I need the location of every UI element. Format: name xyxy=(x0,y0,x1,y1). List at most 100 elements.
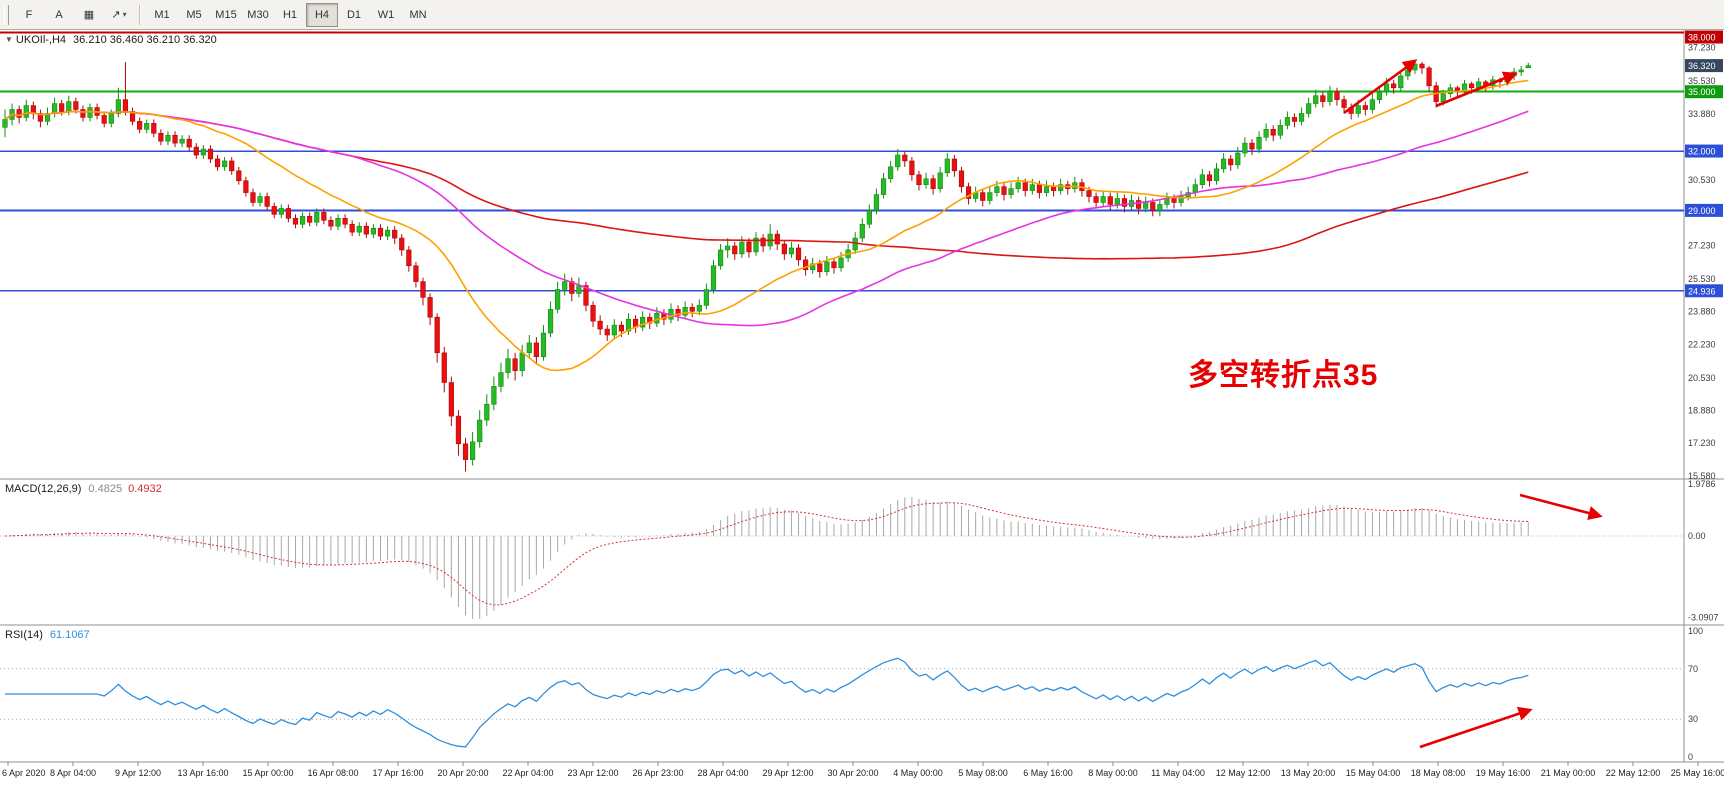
time-label: 25 May 16:00 xyxy=(1671,768,1724,778)
time-label: 9 Apr 12:00 xyxy=(115,768,161,778)
time-label: 18 May 08:00 xyxy=(1411,768,1466,778)
price-tick-label: 27.230 xyxy=(1688,240,1716,250)
price-badge-text: 36.320 xyxy=(1688,61,1716,71)
time-label: 6 Apr 2020 xyxy=(2,768,46,778)
rsi-name: RSI(14) xyxy=(5,629,43,641)
timeframe-M30[interactable]: M30 xyxy=(247,8,269,21)
time-label: 23 Apr 12:00 xyxy=(567,768,618,778)
ma-line-120 xyxy=(4,110,1529,260)
time-label: 22 May 12:00 xyxy=(1606,768,1661,778)
time-label: 30 Apr 20:00 xyxy=(827,768,878,778)
candles-series xyxy=(2,60,1531,472)
price-axis-ticks: 37.230 35.530 33.880 30.530 27.230 25.530 23.8… xyxy=(1688,43,1716,481)
rsi-scale-label: 30 xyxy=(1688,714,1698,724)
toolbar: F A ▦ ↗ ▾ M1 M5 M15 M30 H1 H4 D1 W1 MN xyxy=(0,0,1724,30)
toolbar-drag-handle[interactable] xyxy=(4,4,9,25)
price-tick-label: 20.530 xyxy=(1688,373,1716,383)
timeframe-M1[interactable]: M1 xyxy=(154,8,170,21)
price-tick-label: 22.230 xyxy=(1688,339,1716,349)
time-label: 29 Apr 12:00 xyxy=(762,768,813,778)
price-badge-text: 24.936 xyxy=(1688,286,1716,296)
price-badge-24.936 xyxy=(1685,284,1723,298)
time-label: 8 May 00:00 xyxy=(1088,768,1138,778)
timeframe-H4[interactable]: H4 xyxy=(306,2,338,27)
toolbar-separator xyxy=(139,4,141,25)
macd-scale-label: -3.0907 xyxy=(1688,612,1719,622)
rsi-line xyxy=(5,657,1529,748)
price-badge-text: 32.000 xyxy=(1688,147,1716,157)
macd-histogram xyxy=(11,497,1529,620)
time-label: 20 Apr 20:00 xyxy=(437,768,488,778)
timeframe-M15[interactable]: M15 xyxy=(215,8,237,21)
time-label: 5 May 08:00 xyxy=(958,768,1008,778)
chevron-down-icon: ▾ xyxy=(122,10,127,19)
time-label: 21 May 00:00 xyxy=(1541,768,1596,778)
chinese-annotation[interactable]: 多空转折点35 xyxy=(1188,359,1379,392)
price-badge-32.000 xyxy=(1685,144,1723,158)
time-axis: 6 Apr 2020 8 Apr 04:00 9 Apr 12:00 13 Apr 1… xyxy=(2,762,1724,778)
time-label: 28 Apr 04:00 xyxy=(697,768,748,778)
price-tick-label: 18.880 xyxy=(1688,406,1716,416)
drawing-tools-group: F A ▦ ↗ ▾ xyxy=(14,3,134,27)
macd-signal-value: 0.4932 xyxy=(128,483,162,495)
price-tick-label: 37.230 xyxy=(1688,43,1716,53)
trend-arrow-1[interactable] xyxy=(1343,59,1418,115)
price-axis-badges: 38.000 36.320 35.000 32.000 29.000 24.936 xyxy=(1685,30,1723,298)
time-label: 11 May 04:00 xyxy=(1151,768,1205,778)
time-label: 22 Apr 04:00 xyxy=(502,768,553,778)
price-tick-label: 17.230 xyxy=(1688,438,1716,448)
price-badge-text: 29.000 xyxy=(1688,206,1716,216)
time-label: 6 May 16:00 xyxy=(1023,768,1073,778)
time-label: 4 May 00:00 xyxy=(893,768,943,778)
macd-scale-label: 1.9786 xyxy=(1688,479,1716,489)
text-label-tool[interactable]: A xyxy=(55,8,63,21)
fibonacci-tool[interactable]: F xyxy=(25,8,33,21)
macd-down-arrow[interactable] xyxy=(1519,493,1603,521)
arrow-objects-tool[interactable]: ↗ ▾ xyxy=(111,9,127,21)
time-label: 17 Apr 16:00 xyxy=(372,768,423,778)
time-label: 26 Apr 23:00 xyxy=(632,768,683,778)
time-label: 19 May 16:00 xyxy=(1476,768,1531,778)
price-badge-38.000 xyxy=(1685,30,1723,44)
time-label: 15 May 04:00 xyxy=(1346,768,1401,778)
time-label: 15 Apr 00:00 xyxy=(242,768,293,778)
price-badge-36.320 xyxy=(1685,59,1723,73)
price-tick-label: 23.880 xyxy=(1688,307,1716,317)
rsi-scale-label: 100 xyxy=(1688,626,1703,636)
price-badge-35.000 xyxy=(1685,85,1723,99)
macd-name: MACD(12,26,9) xyxy=(5,483,82,495)
price-badge-29.000 xyxy=(1685,203,1723,217)
trend-arrow-2[interactable] xyxy=(1435,71,1518,108)
time-label: 8 Apr 04:00 xyxy=(50,768,96,778)
price-tick-label: 25.530 xyxy=(1688,274,1716,284)
symbol-label: UKOIl-,H4 xyxy=(15,34,67,46)
rsi-scale-label: 0 xyxy=(1688,752,1693,762)
price-badge-text: 38.000 xyxy=(1688,33,1716,43)
time-label: 13 May 20:00 xyxy=(1281,768,1336,778)
price-tick-label: 33.880 xyxy=(1688,109,1716,119)
timeframe-group: M1 M5 M15 M30 H1 H4 D1 W1 MN xyxy=(146,2,434,27)
timeframe-D1[interactable]: D1 xyxy=(346,8,362,21)
chart-menu-icon[interactable]: ▼ xyxy=(5,35,13,44)
macd-signal-line xyxy=(4,502,1529,606)
time-label: 12 May 12:00 xyxy=(1216,768,1271,778)
rsi-value: 61.1067 xyxy=(49,629,90,641)
rsi-scale-label: 70 xyxy=(1688,664,1698,674)
timeframe-M5[interactable]: M5 xyxy=(186,8,202,21)
rsi-up-arrow[interactable] xyxy=(1419,706,1533,749)
macd-main-value: 0.4825 xyxy=(88,483,123,495)
ma-line-50 xyxy=(4,110,1529,327)
timeframe-MN[interactable]: MN xyxy=(409,8,427,21)
ohlc-values: 36.210 36.460 36.210 36.320 xyxy=(73,34,217,46)
timeframe-W1[interactable]: W1 xyxy=(377,8,395,21)
price-tick-label: 35.530 xyxy=(1688,76,1716,86)
time-label: 13 Apr 16:00 xyxy=(177,768,228,778)
price-tick-label: 30.530 xyxy=(1688,175,1716,185)
macd-indicator-label: MACD(12,26,9) 0.4825 0.4932 xyxy=(5,483,162,495)
shapes-tool[interactable]: ▦ xyxy=(83,9,95,21)
rsi-indicator-label: RSI(14) 61.1067 xyxy=(5,629,90,641)
timeframe-H1[interactable]: H1 xyxy=(282,8,298,21)
symbol-ohlc-label: ▼ UKOIl-,H4 36.210 36.460 36.210 36.320 xyxy=(5,34,217,46)
